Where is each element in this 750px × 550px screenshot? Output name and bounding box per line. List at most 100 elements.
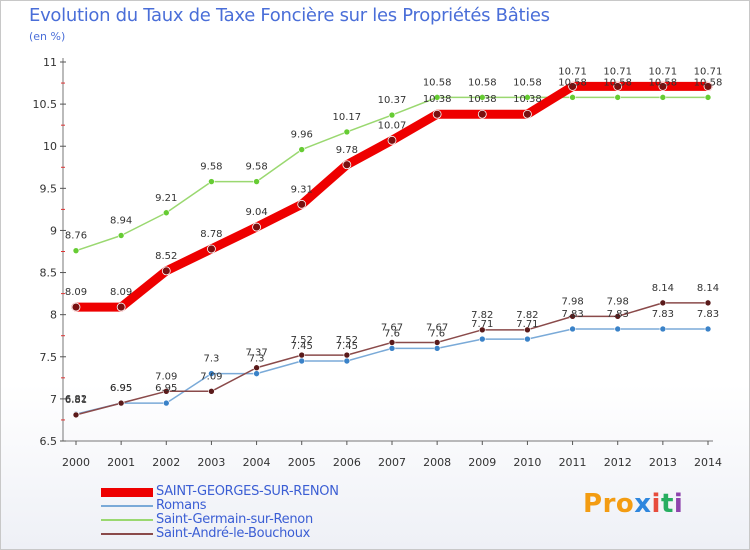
- data-point: [298, 146, 306, 153]
- y-tick-label: 8: [50, 309, 57, 322]
- legend-swatch: [101, 505, 153, 507]
- data-point: [208, 388, 215, 395]
- x-tick-label: 2012: [604, 456, 632, 469]
- data-point: [704, 94, 712, 101]
- data-label: 7.6: [429, 328, 445, 339]
- legend: SAINT-GEORGES-SUR-RENON Romans Saint-Germa…: [101, 485, 421, 541]
- data-point: [252, 222, 261, 232]
- data-label: 7.83: [561, 309, 583, 320]
- data-point: [478, 326, 486, 334]
- data-label: 8.94: [110, 215, 132, 226]
- data-label: 7.83: [607, 309, 629, 320]
- x-tick-label: 2001: [107, 456, 135, 469]
- data-label: 7.67: [426, 322, 448, 333]
- x-tick-label: 2008: [423, 456, 451, 469]
- data-point: [704, 325, 712, 333]
- y-tick-label: 9: [50, 224, 57, 237]
- data-point: [162, 388, 170, 395]
- data-label: 7.82: [471, 310, 493, 321]
- data-label: 6.82: [65, 394, 87, 405]
- data-point: [659, 94, 667, 101]
- data-label: 8.78: [200, 229, 222, 240]
- data-point: [432, 109, 442, 119]
- y-tick-label: 7.5: [40, 351, 58, 364]
- data-point: [524, 326, 531, 334]
- data-point: [614, 313, 622, 320]
- data-label: 9.21: [155, 193, 177, 204]
- data-point: [253, 370, 260, 377]
- data-label: 7.82: [516, 310, 538, 321]
- data-label: 7.45: [291, 341, 313, 352]
- data-point: [388, 339, 396, 346]
- data-point: [116, 302, 126, 312]
- data-label: 7.52: [336, 335, 358, 346]
- data-point: [72, 411, 80, 419]
- data-point: [343, 128, 351, 136]
- data-point: [298, 351, 306, 359]
- data-label: 7.3: [249, 354, 265, 365]
- x-tick-label: 2009: [468, 456, 496, 469]
- data-point: [433, 94, 441, 101]
- data-label: 7.45: [336, 341, 358, 352]
- data-label: 7.98: [561, 296, 583, 307]
- logo-letter: r: [602, 489, 616, 519]
- data-point: [342, 160, 352, 170]
- legend-label: Romans: [156, 498, 207, 513]
- y-tick-label: 10: [43, 140, 57, 153]
- data-label: 9.31: [291, 184, 313, 195]
- data-point: [659, 299, 667, 307]
- logo-letter: i: [673, 489, 684, 519]
- data-label: 10.07: [378, 120, 407, 131]
- x-tick-label: 2005: [288, 456, 316, 469]
- data-point: [433, 345, 441, 352]
- y-tick-label: 8.5: [40, 267, 58, 280]
- x-tick-label: 2007: [378, 456, 406, 469]
- data-label: 7.6: [384, 328, 400, 339]
- data-label: 9.78: [336, 145, 358, 156]
- x-tick-label: 2013: [649, 456, 677, 469]
- data-label: 10.58: [513, 77, 542, 88]
- line-chart: 6.5 7 7.5 8 8.5 9 9.5 10 10.5 11 2000 2001 2002 2003 2…: [33, 56, 723, 469]
- data-point: [388, 111, 396, 119]
- data-point: [568, 82, 577, 91]
- data-point: [162, 399, 170, 407]
- x-tick-label: 2010: [513, 456, 541, 469]
- data-point: [207, 244, 216, 254]
- data-label: 9.04: [245, 207, 267, 218]
- x-tick-label: 2002: [152, 456, 180, 469]
- data-point: [478, 335, 486, 343]
- data-label: 10.58: [468, 77, 497, 88]
- y-tick-label: 7: [50, 393, 57, 406]
- logo-letter: x: [634, 489, 652, 519]
- data-point: [703, 82, 713, 91]
- data-label: 10.17: [333, 112, 362, 123]
- data-point: [614, 94, 622, 101]
- data-point: [569, 313, 576, 320]
- logo-letter: P: [583, 489, 603, 519]
- legend-swatch: [101, 519, 153, 521]
- data-label: 6.95: [110, 383, 132, 394]
- data-point: [343, 357, 351, 365]
- data-label: 10.38: [423, 94, 452, 105]
- data-point: [253, 364, 260, 372]
- y-tick-label: 11: [43, 56, 57, 69]
- data-label: 6.95: [110, 383, 132, 394]
- y-tick-label: 10.5: [33, 98, 58, 111]
- legend-item: Romans: [101, 499, 421, 513]
- data-point: [253, 178, 260, 185]
- data-label: 7.71: [471, 319, 493, 330]
- x-tick-label: 2011: [559, 456, 587, 469]
- logo-letter: i: [651, 489, 661, 519]
- logo-letter: o: [615, 489, 635, 519]
- data-label: 6.81: [65, 395, 87, 406]
- data-label: 7.71: [516, 319, 538, 330]
- data-point: [387, 135, 397, 145]
- data-label: 10.71: [694, 66, 723, 77]
- data-label: 8.76: [65, 231, 87, 242]
- data-point: [524, 335, 531, 343]
- data-point: [659, 325, 667, 333]
- data-label: 10.71: [558, 66, 587, 77]
- data-point: [298, 357, 306, 365]
- data-label: 10.58: [558, 77, 587, 88]
